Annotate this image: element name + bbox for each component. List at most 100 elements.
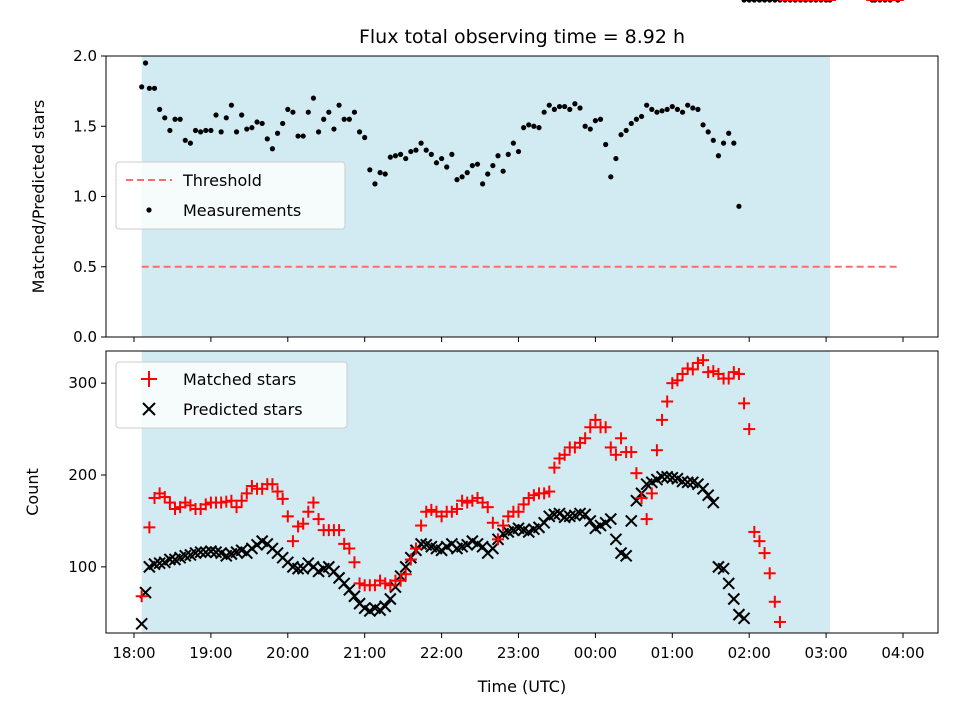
matched-stars-point [697,354,710,367]
matched-stars-point [738,397,751,410]
predicted-stars-point [135,617,148,631]
measurement-point [290,109,296,115]
ratio-y-tick-label: 0.0 [73,328,97,346]
matched-stars-point [758,547,771,560]
matched-stars-point [497,519,510,532]
predicted-stars-point [399,560,412,574]
measurement-point [218,129,224,135]
measurement-point [408,148,414,155]
predicted-stars-point [302,556,315,570]
matched-stars-point [671,374,684,387]
x-tick-label: 23:00 [497,644,540,662]
ratio-x-ticks [133,337,904,342]
x-tick-label: 18:00 [112,644,155,662]
matched-stars-point [486,516,499,529]
measurement-point [623,127,629,134]
predicted-stars-point [655,470,669,484]
matched-stars-point [753,535,766,548]
measurement-point [341,116,347,122]
matched-stars-point [579,432,592,445]
predicted-stars-point [707,496,720,509]
measurement-point [433,160,440,166]
measurement-point [577,105,583,111]
measurement-point [674,106,681,112]
measurement-point [618,132,624,138]
predicted-stars-point [461,538,474,552]
matched-stars-point [543,485,556,498]
measurement-point [480,181,486,187]
matched-stars-point [527,489,540,502]
matched-stars-point [461,496,474,509]
measurement-point [454,177,460,183]
measurement-point [541,109,547,115]
matched-stars-point [281,510,294,523]
measurement-point [346,116,352,122]
predicted-stars-point [584,514,597,528]
measurement-point [654,109,660,115]
measurement-point [418,140,424,146]
measurement-point [387,154,393,160]
measurement-point [700,122,706,128]
x-tick-label: 02:00 [728,644,771,662]
measurement-point [546,102,552,108]
measurement-point [464,170,470,176]
matched-stars-point [135,590,148,603]
predicted-stars-point [250,538,264,552]
measurement-point [603,141,609,148]
measurement-point [162,115,168,121]
measurement-point [695,106,701,112]
measurement-point [515,148,522,155]
measurement-point [469,162,475,169]
measurement-point [556,103,563,110]
matched-stars-point [512,505,525,518]
measurement-point [710,137,716,143]
matched-stars-point [353,577,366,590]
measurement-point [367,167,373,173]
measurement-point [659,108,665,114]
matched-stars-point [307,496,320,509]
count-panel: 100 200 300 18:00 19:00 20:00 21:00 22:00 23:00… [23,0,939,696]
matched-stars-point [271,485,284,498]
matched-stars-point [548,461,561,474]
matched-stars-point [748,525,761,538]
matched-stars-point [302,505,315,518]
measurement-point [403,155,409,162]
matched-stars-point [163,496,176,509]
ratio-legend-box [115,161,346,230]
ratio-panel: 0.00.51.01.52.0 Matched/Predicted stars … [29,0,939,346]
matched-stars-point [743,423,756,436]
measurement-point [485,171,491,177]
matched-stars-point [491,533,504,546]
matched-stars-point [707,365,720,378]
measurement-point [731,140,737,146]
measurement-point [423,147,429,153]
matched-stars-point [522,491,535,504]
matched-stars-point [450,502,463,515]
measurement-point [157,106,163,112]
matched-stars-point [676,367,689,380]
measurement-point [459,174,465,180]
matched-stars-point [286,535,299,548]
measurement-point [592,118,599,124]
measurement-point [597,116,604,122]
matched-stars-point [661,395,674,408]
matched-stars-point [179,496,192,509]
ratio-y-axis-label: Matched/Predicted stars [29,100,48,294]
measurement-point [536,125,542,131]
measurement-point [736,203,742,209]
matched-stars-point [445,505,458,518]
measurement-point [172,116,178,122]
x-axis-label: Time (UTC) [477,677,566,696]
matched-stars-point [640,513,653,526]
measurement-point [285,106,291,112]
measurement-point [187,140,193,146]
measurement-point [274,130,281,136]
measurement-point [321,116,327,122]
measurement-point [331,126,337,132]
predicted-stars-points [135,0,904,631]
count-y-tick-label: 200 [68,466,97,484]
matched-stars-point [609,448,622,461]
measurement-point [551,106,557,112]
measurement-point [177,116,183,122]
